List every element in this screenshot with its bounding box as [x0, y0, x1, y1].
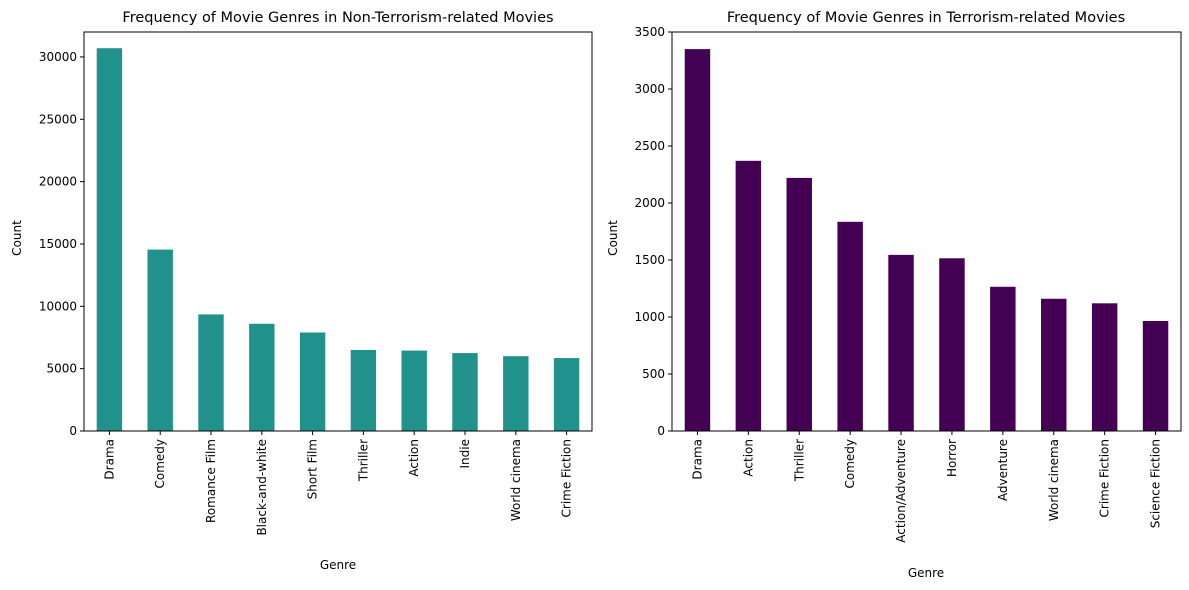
right-x-tick-label: Thriller [792, 439, 806, 482]
left-x-axis-label: Genre [320, 558, 356, 572]
right-x-axis-label: Genre [908, 566, 944, 580]
right-x-tick-label: Comedy [843, 439, 857, 489]
right-bar [786, 177, 812, 431]
right-y-tick-label: 1500 [634, 253, 665, 267]
left-bar [350, 349, 377, 431]
left-bar [299, 332, 326, 431]
right-x-tick-label: Adventure [996, 439, 1010, 501]
left-y-axis-label: Count [10, 220, 24, 256]
right-x-tick-label: World cinema [1047, 439, 1061, 521]
left-y-tick-label: 25000 [39, 112, 77, 126]
right-bar [1142, 320, 1169, 431]
right-bar [837, 221, 863, 431]
left-y-tick-label: 30000 [39, 50, 77, 64]
right-axes-frame [671, 31, 1182, 432]
right-bar [684, 49, 711, 431]
right-y-tick-label: 2000 [634, 196, 665, 210]
right-x-tick-label: Science Fiction [1149, 439, 1163, 528]
left-x-tick-label: Short Film [306, 439, 320, 499]
left-bar [249, 323, 275, 431]
left-bar [96, 48, 123, 431]
left-chart: Frequency of Movie Genres in Non-Terrori… [10, 10, 593, 572]
right-y-axis-label: Count [606, 220, 620, 256]
left-x-tick-label: Comedy [153, 439, 167, 489]
right-x-tick-label: Action/Adventure [894, 439, 908, 543]
left-bar [503, 356, 529, 431]
right-chart: Frequency of Movie Genres in Terrorism-r… [606, 10, 1182, 580]
right-bar [1091, 303, 1118, 431]
right-x-tick-label: Drama [690, 439, 704, 480]
right-bar [888, 254, 914, 431]
left-bar [553, 358, 580, 431]
left-bar [198, 314, 224, 431]
left-y-tick-label: 0 [69, 424, 77, 438]
right-bar [990, 286, 1016, 431]
left-x-tick-label: Romance Film [204, 439, 218, 523]
left-x-tick-label: Thriller [356, 439, 370, 482]
left-x-tick-label: Black-and-white [255, 439, 269, 536]
left-x-tick-label: World cinema [509, 439, 523, 521]
left-x-tick-label: Indie [458, 439, 472, 468]
right-y-tick-label: 2500 [634, 139, 665, 153]
right-bar [1041, 298, 1067, 431]
left-x-tick-label: Action [407, 439, 421, 477]
right-bar [939, 258, 965, 431]
right-y-tick-label: 500 [642, 367, 665, 381]
right-x-tick-label: Horror [945, 439, 959, 477]
right-y-tick-label: 0 [657, 424, 665, 438]
left-y-tick-label: 15000 [39, 237, 77, 251]
left-x-tick-label: Crime Fiction [560, 439, 574, 517]
left-chart-title: Frequency of Movie Genres in Non-Terrori… [122, 10, 553, 26]
left-y-tick-label: 10000 [39, 299, 77, 313]
left-axes-frame [83, 31, 593, 432]
right-x-tick-label: Crime Fiction [1098, 439, 1112, 517]
left-bar [401, 350, 427, 431]
left-y-tick-label: 5000 [46, 362, 77, 376]
left-x-tick-label: Drama [102, 439, 116, 480]
right-x-tick-label: Action [741, 439, 755, 477]
right-plot-area: 0 500 1000 1500 2000 2500 3000 3500 Drama Action T… [634, 25, 1182, 543]
left-plot-area: 0 5000 10000 15000 20000 25000 30000 Drama Comed… [39, 31, 593, 536]
right-y-tick-label: 3000 [634, 82, 665, 96]
right-y-tick-label: 3500 [634, 25, 665, 39]
right-bar [735, 160, 762, 431]
right-y-tick-label: 1000 [634, 310, 665, 324]
right-chart-title: Frequency of Movie Genres in Terrorism-r… [727, 10, 1125, 26]
left-bar [452, 353, 478, 431]
left-bar [147, 249, 173, 431]
left-y-tick-label: 20000 [39, 175, 77, 189]
